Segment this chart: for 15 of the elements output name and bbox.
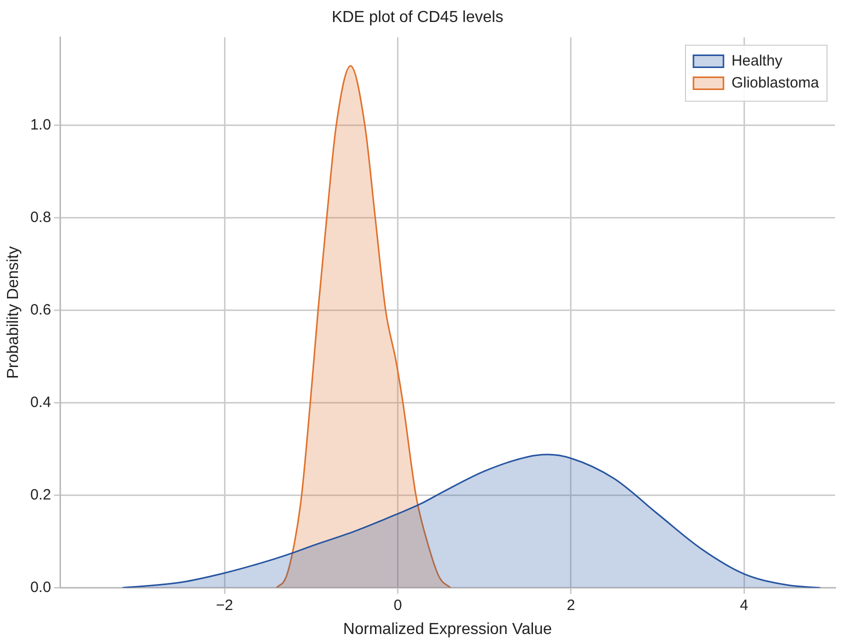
legend-label: Healthy: [731, 52, 783, 70]
x-tick-label: 2: [566, 596, 576, 614]
x-axis-title: Normalized Expression Value: [343, 620, 552, 638]
x-tick-label: 0: [394, 596, 402, 614]
y-tick-label: 1.0: [30, 116, 52, 134]
chart-title: KDE plot of CD45 levels: [332, 9, 504, 26]
y-tick-label: 0.8: [30, 208, 52, 226]
x-tick-label: 4: [740, 596, 748, 614]
y-tick-label: 0.4: [30, 394, 52, 411]
y-axis-title: Probability Density: [5, 246, 22, 379]
x-tick-label: −2: [216, 596, 234, 614]
y-tick-label: 0.0: [30, 578, 52, 596]
y-tick-label: 0.6: [30, 301, 52, 318]
y-tick-label: 0.2: [30, 486, 52, 504]
legend-label: Glioblastoma: [731, 74, 820, 92]
